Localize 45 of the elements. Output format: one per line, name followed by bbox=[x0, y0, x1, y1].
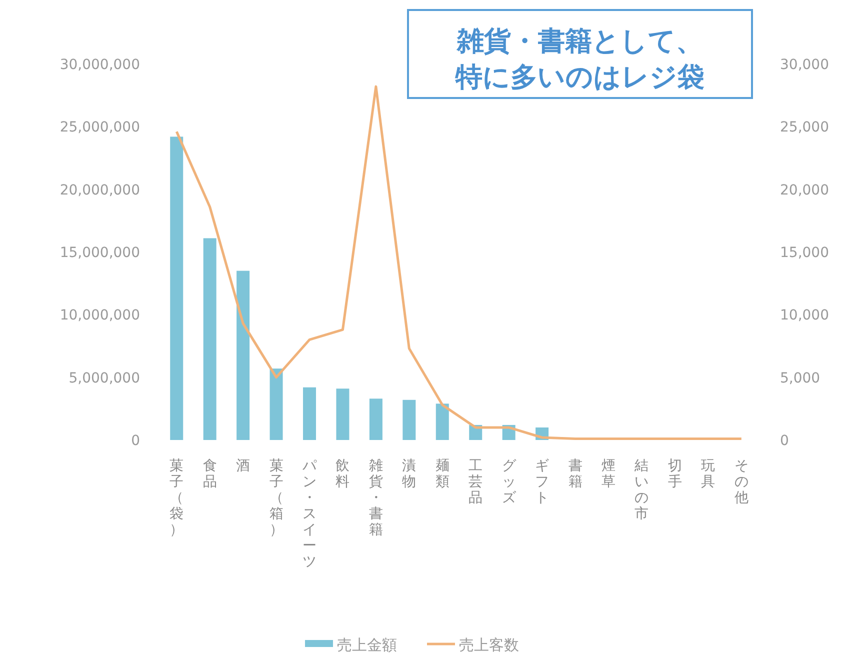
y-tick-label: 15,000,000 bbox=[60, 245, 140, 261]
legend-label: 売上客数 bbox=[459, 636, 519, 654]
bar bbox=[203, 238, 216, 440]
y-tick-label: 5,000,000 bbox=[68, 370, 140, 386]
x-tick-label: 漬物 bbox=[402, 458, 416, 490]
bar bbox=[369, 398, 382, 440]
y-tick-label: 30,000,000 bbox=[60, 57, 140, 73]
y2-tick-label: 20,000 bbox=[780, 182, 829, 198]
x-tick-label: 結いの市 bbox=[634, 458, 649, 522]
y2-tick-label: 30,000 bbox=[780, 57, 829, 73]
y2-tick-label: 5,000 bbox=[780, 370, 820, 386]
x-tick-label: 酒 bbox=[236, 458, 250, 474]
bar bbox=[236, 270, 250, 440]
annotation: 特に多いのはレジ袋 bbox=[454, 62, 704, 93]
bar bbox=[436, 404, 449, 440]
y-tick-label: 20,000,000 bbox=[60, 182, 140, 198]
y-tick-label: 0 bbox=[131, 433, 140, 449]
y2-tick-label: 0 bbox=[780, 433, 789, 449]
bar bbox=[303, 387, 316, 440]
x-tick-label: 菓子（箱） bbox=[269, 458, 284, 538]
bar bbox=[270, 368, 283, 440]
x-tick-label: ギフト bbox=[535, 458, 550, 506]
x-tick-label: 菓子（袋） bbox=[170, 458, 184, 538]
bar bbox=[402, 400, 416, 440]
y-tick-label: 25,000,000 bbox=[60, 120, 140, 136]
x-tick-label: 食品 bbox=[202, 458, 217, 490]
x-tick-label: パン・スイーツ bbox=[302, 458, 318, 570]
bar bbox=[336, 388, 350, 440]
text: 雑貨・書籍として、 bbox=[456, 26, 703, 57]
x-tick-label: その他 bbox=[734, 458, 748, 506]
y-tick-label: 10,000,000 bbox=[60, 308, 140, 324]
y2-tick-label: 25,000 bbox=[780, 120, 829, 136]
x-tick-label: 煙草 bbox=[602, 458, 616, 490]
x-tick-label: 飲料 bbox=[336, 458, 350, 490]
x-tick-label: 書籍 bbox=[568, 458, 582, 490]
y2-tick-label: 10,000 bbox=[780, 308, 829, 324]
legend-label: 売上金額 bbox=[337, 636, 397, 654]
x-tick-label: グッズ bbox=[502, 458, 517, 506]
x-tick-label: 工芸品 bbox=[468, 458, 483, 506]
bar bbox=[170, 136, 184, 440]
x-tick-label: 切手 bbox=[668, 458, 682, 490]
x-tick-label: 雑貨・書籍 bbox=[368, 458, 383, 538]
x-tick-label: 麺類 bbox=[435, 458, 450, 490]
x-tick-label: 玩具 bbox=[701, 458, 716, 490]
y2-tick-label: 15,000 bbox=[780, 245, 829, 261]
